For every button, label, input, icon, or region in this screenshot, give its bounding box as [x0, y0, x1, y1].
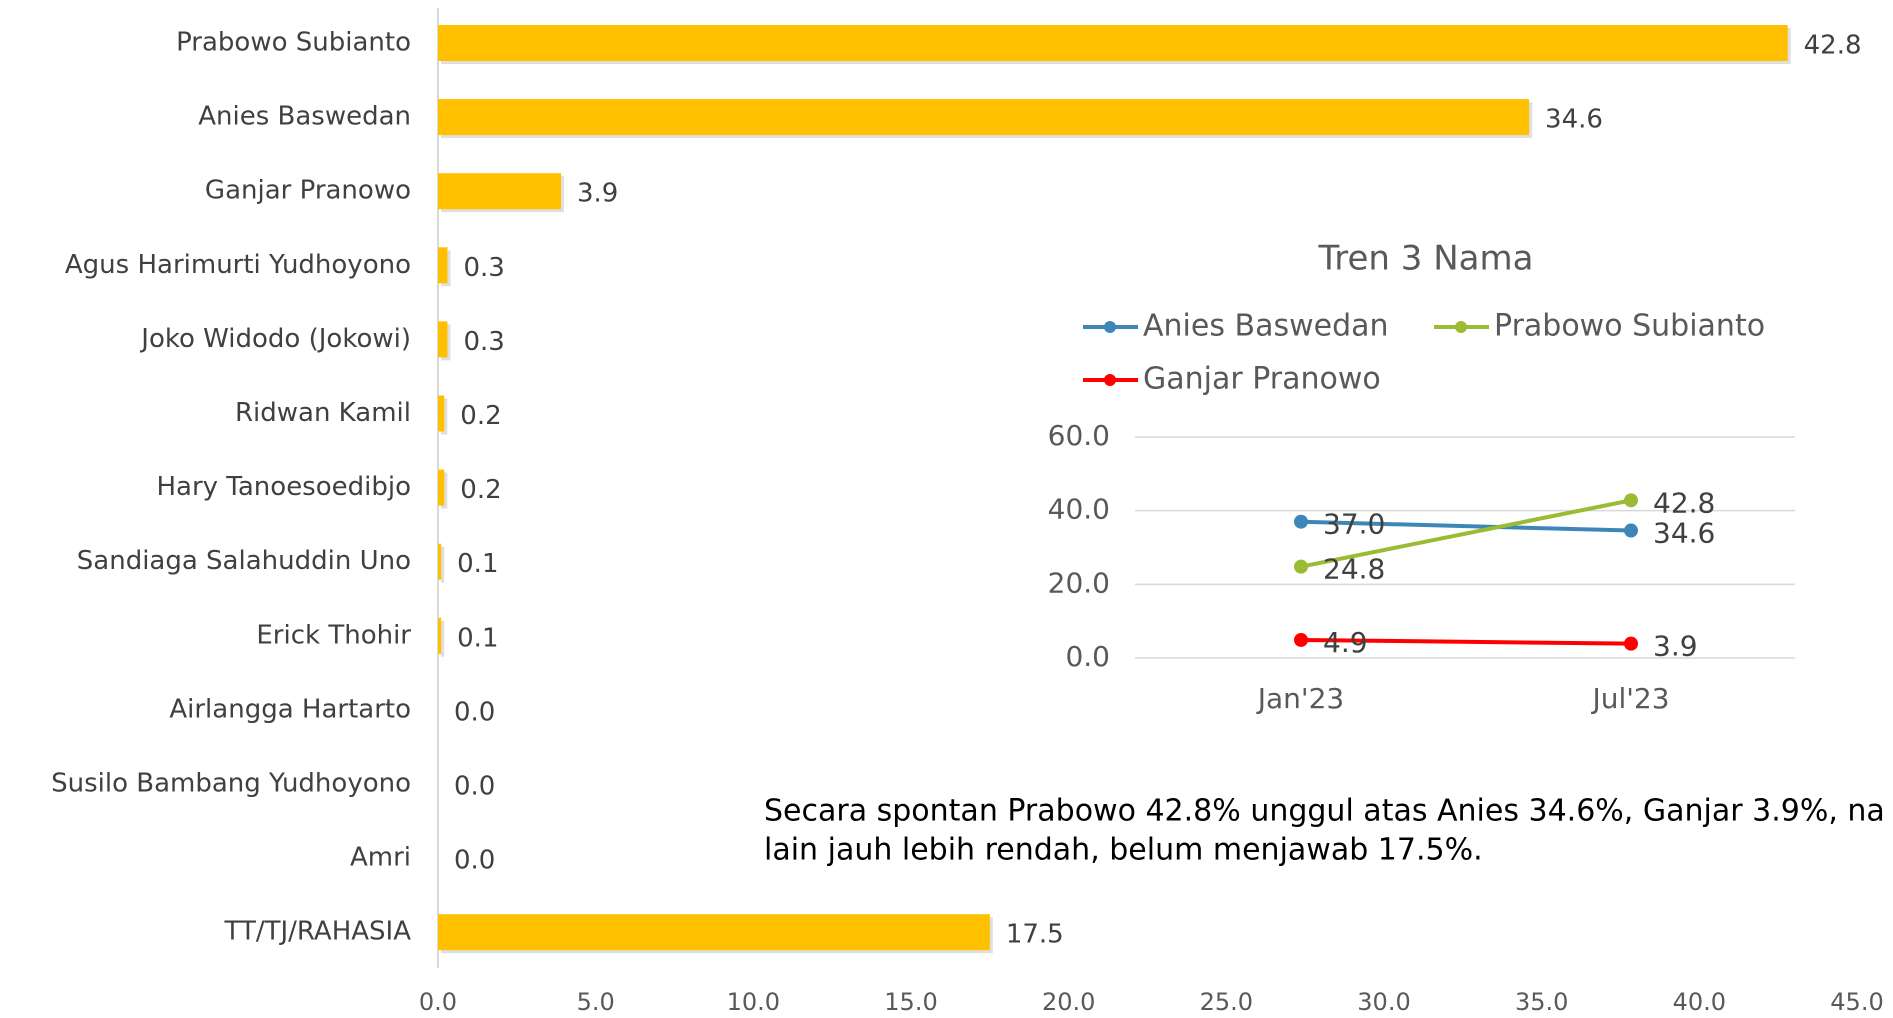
value-label: 42.8 [1804, 31, 1862, 61]
bar-shadow [441, 546, 445, 583]
bar [438, 321, 448, 358]
x-tick-label: 20.0 [1042, 988, 1095, 1016]
x-tick-label: 15.0 [884, 988, 937, 1016]
point-label: 4.9 [1323, 626, 1368, 659]
point-label: 34.6 [1653, 517, 1715, 550]
x-tick-label: Jul'23 [1590, 682, 1669, 715]
x-tick-label: 35.0 [1515, 988, 1568, 1016]
value-label: 0.3 [463, 327, 504, 357]
y-tick-label: 60.0 [1048, 419, 1110, 452]
category-label: Sandiaga Salahuddin Uno [77, 546, 411, 576]
value-label: 0.0 [454, 772, 495, 802]
category-label: Ridwan Kamil [235, 398, 411, 428]
category-label: Ganjar Pranowo [205, 176, 411, 206]
value-label: 3.9 [577, 179, 618, 209]
bar [438, 543, 442, 580]
legend-marker [1104, 374, 1116, 386]
value-label: 17.5 [1006, 920, 1064, 950]
value-label: 0.2 [460, 401, 501, 431]
category-label: Amri [350, 843, 411, 873]
point [1624, 636, 1638, 651]
bar [438, 99, 1530, 136]
bar [438, 247, 448, 284]
bar [438, 914, 990, 951]
value-label: 34.6 [1545, 105, 1603, 135]
series-line [1300, 637, 1632, 646]
x-tick-label: 45.0 [1830, 988, 1883, 1016]
value-label: 0.2 [460, 475, 501, 505]
x-tick-label: 25.0 [1200, 988, 1253, 1016]
bar [438, 25, 1788, 61]
point [1294, 514, 1308, 529]
inset-title: Tren 3 Nama [1318, 239, 1534, 279]
bar [438, 469, 445, 506]
legend-label: Anies Baswedan [1143, 309, 1389, 344]
value-label: 0.0 [454, 846, 495, 876]
annotation: Secara spontan Prabowo 42.8% unggul atas… [764, 794, 1885, 829]
category-label: Airlangga Hartarto [169, 694, 411, 724]
legend-label: Ganjar Pranowo [1143, 362, 1381, 397]
point [1294, 632, 1308, 647]
x-tick-label: 5.0 [577, 988, 615, 1016]
category-label: Prabowo Subianto [176, 28, 411, 58]
category-label: Agus Harimurti Yudhoyono [65, 250, 411, 280]
y-tick-label: 0.0 [1065, 640, 1110, 673]
point [1624, 493, 1638, 508]
category-label: Hary Tanoesoedibjo [156, 472, 411, 502]
y-tick-label: 20.0 [1048, 566, 1110, 599]
point [1624, 523, 1638, 538]
bar-shadow [441, 620, 445, 657]
point-label: 3.9 [1653, 630, 1698, 663]
legend-marker [1455, 321, 1467, 333]
x-tick-label: Jan'23 [1256, 682, 1345, 715]
y-tick-label: 40.0 [1048, 493, 1110, 526]
category-label: Susilo Bambang Yudhoyono [51, 769, 411, 799]
category-label: Anies Baswedan [198, 102, 411, 132]
x-tick-label: 0.0 [419, 988, 457, 1016]
series-line [1300, 519, 1632, 533]
series-line [1300, 498, 1632, 569]
point-label: 37.0 [1323, 508, 1385, 541]
category-label: Joko Widodo (Jokowi) [139, 324, 411, 354]
x-tick-label: 10.0 [727, 988, 780, 1016]
bar [438, 395, 445, 432]
x-tick-label: 40.0 [1673, 988, 1726, 1016]
bar [438, 617, 442, 654]
point-label: 24.8 [1323, 553, 1385, 586]
point-label: 42.8 [1653, 486, 1715, 519]
value-label: 0.1 [457, 549, 498, 579]
value-label: 0.0 [454, 697, 495, 727]
point [1294, 559, 1308, 574]
value-label: 0.3 [463, 253, 504, 283]
bar [438, 173, 561, 210]
category-label: Erick Thohir [256, 620, 411, 650]
x-tick-label: 30.0 [1357, 988, 1410, 1016]
category-label: TT/TJ/RAHASIA [224, 917, 412, 947]
annotation: lain jauh lebih rendah, belum menjawab 1… [764, 833, 1483, 868]
legend-label: Prabowo Subianto [1494, 309, 1765, 344]
legend-marker [1104, 321, 1116, 333]
value-label: 0.1 [457, 623, 498, 653]
